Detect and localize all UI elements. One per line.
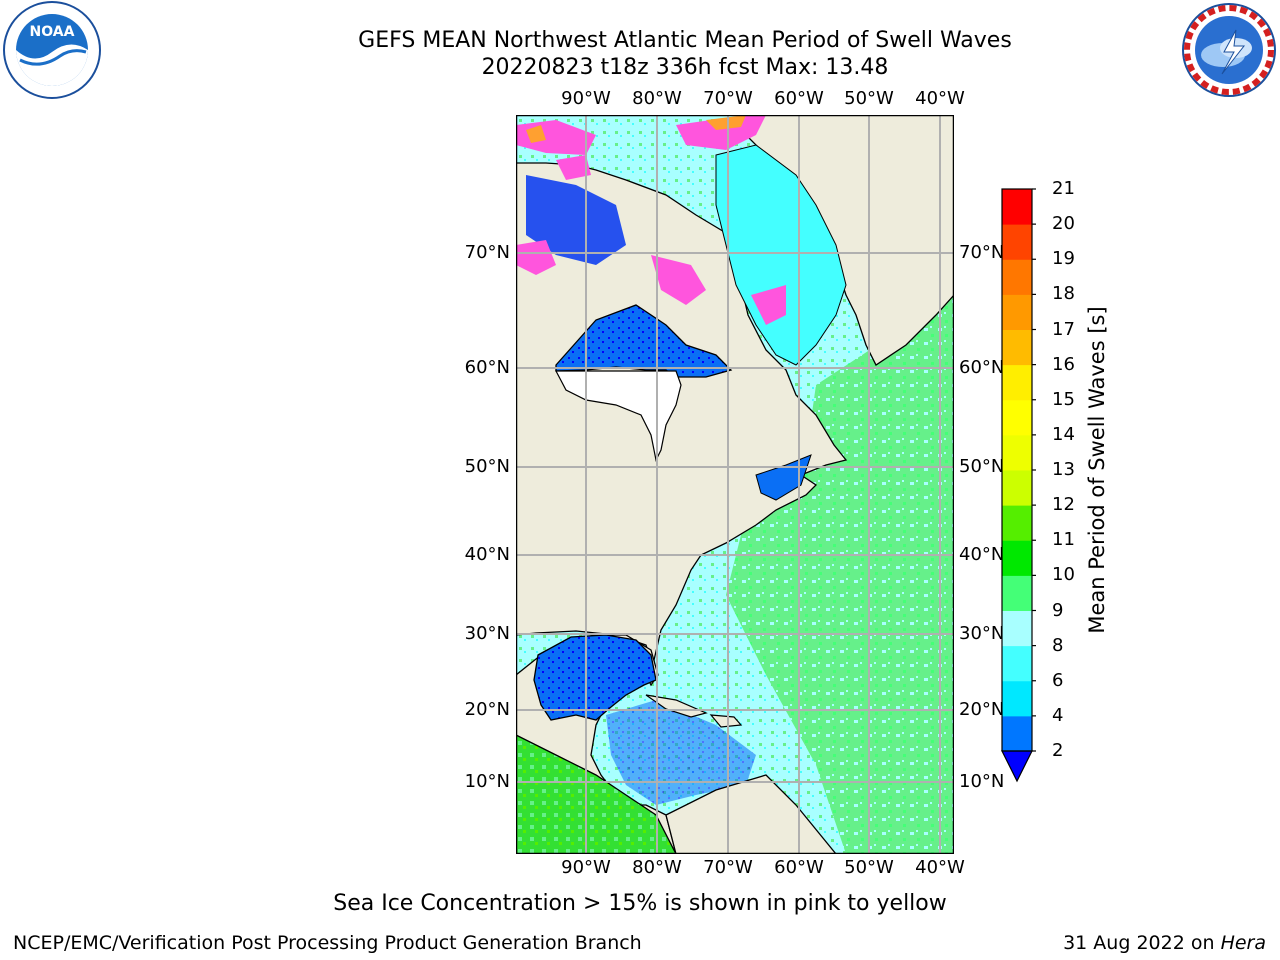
lon-label-bottom: 50°W <box>844 857 894 878</box>
colorbar-segment <box>1002 294 1032 330</box>
colorbar-segment <box>1002 505 1032 541</box>
sea-ice-note: Sea Ice Concentration > 15% is shown in … <box>333 891 947 916</box>
lat-label-right: 40°N <box>959 544 1005 565</box>
colorbar-segment <box>1002 259 1032 295</box>
cuba <box>645 694 708 718</box>
colorbar-tick-label: 16 <box>1052 353 1075 375</box>
colorbar-segment <box>1002 329 1032 366</box>
arctic-channels <box>526 175 626 265</box>
colorbar-tick-label: 8 <box>1052 634 1064 656</box>
colorbar-segment <box>1002 364 1032 401</box>
lat-label-left: 30°N <box>464 623 510 644</box>
colorbar-segment <box>1002 434 1032 471</box>
colorbar <box>1001 188 1036 783</box>
lon-label-bottom: 90°W <box>561 857 611 878</box>
hispaniola <box>709 714 743 728</box>
nws-logo <box>1178 0 1280 100</box>
lon-label-top: 70°W <box>703 88 753 109</box>
baffin-bay <box>715 144 847 366</box>
credit-text: NCEP/EMC/Verification Post Processing Pr… <box>13 932 642 954</box>
caribbean-sea <box>606 700 756 805</box>
lon-label-top: 50°W <box>844 88 894 109</box>
lat-label-right: 30°N <box>959 623 1005 644</box>
colorbar-tick-label: 6 <box>1052 669 1064 691</box>
colorbar-segment <box>1002 645 1032 682</box>
colorbar-tick-label: 14 <box>1052 423 1075 445</box>
colorbar-segment <box>1002 575 1032 611</box>
noaa-logo: NOAA <box>0 0 104 104</box>
colorbar-tick-label: 13 <box>1052 459 1075 480</box>
lat-label-left: 50°N <box>464 456 510 477</box>
colorbar-tick-label: 10 <box>1052 564 1075 586</box>
lon-label-top: 40°W <box>915 88 965 109</box>
lat-label-left: 60°N <box>464 357 510 378</box>
lon-label-top: 90°W <box>561 88 611 109</box>
colorbar-segment <box>1002 224 1032 260</box>
lat-label-right: 20°N <box>959 699 1005 720</box>
lat-label-left: 70°N <box>464 242 510 263</box>
colorbar-segment <box>1002 470 1032 506</box>
chart-title: GEFS MEAN Northwest Atlantic Mean Period… <box>358 28 1012 53</box>
colorbar-tick-label: 21 <box>1052 178 1075 199</box>
colorbar-segment <box>1002 540 1032 576</box>
colorbar-tick-label: 17 <box>1052 318 1075 340</box>
colorbar-segment <box>1002 399 1032 436</box>
lon-label-bottom: 80°W <box>632 857 682 878</box>
colorbar-tick-label: 11 <box>1052 529 1075 551</box>
colorbar-tick-label: 2 <box>1052 740 1064 761</box>
lat-label-right: 70°N <box>959 242 1005 263</box>
noaa-logo-text: NOAA <box>30 24 75 40</box>
lat-label-left: 10°N <box>464 771 510 792</box>
lon-label-bottom: 70°W <box>703 857 753 878</box>
lat-label-left: 40°N <box>464 544 510 565</box>
lat-label-right: 10°N <box>959 771 1005 792</box>
graticule <box>516 115 954 854</box>
colorbar-under-triangle <box>1001 750 1033 783</box>
colorbar-tick-label: 19 <box>1052 248 1075 270</box>
colorbar-tick-label: 12 <box>1052 494 1075 516</box>
swell-period-map <box>516 115 954 854</box>
chart-subtitle: 20220823 t18z 336h fcst Max: 13.48 <box>481 55 889 80</box>
sea-ice-patches <box>516 115 786 325</box>
colorbar-segment <box>1002 715 1032 752</box>
lat-label-left: 20°N <box>464 699 510 720</box>
colorbar-tick-label: 15 <box>1052 388 1075 410</box>
lat-label-right: 60°N <box>959 357 1005 378</box>
colorbar-tick-label: 20 <box>1052 213 1075 235</box>
lon-label-top: 80°W <box>632 88 682 109</box>
colorbar-tick-label: 18 <box>1052 283 1075 305</box>
colorbar-segment <box>1002 680 1032 717</box>
colorbar-tick-label: 4 <box>1052 704 1064 726</box>
lon-label-bottom: 40°W <box>915 857 965 878</box>
south-america-coast <box>665 774 837 854</box>
date-stamp: 31 Aug 2022 on Hera <box>1063 932 1266 954</box>
open-ocean-green <box>726 295 954 854</box>
south-america-land <box>516 734 677 854</box>
colorbar-tick-label: 9 <box>1052 599 1064 621</box>
colorbar-label: Mean Period of Swell Waves [s] <box>1085 306 1109 634</box>
colorbar-segment <box>1002 189 1032 225</box>
lat-label-right: 50°N <box>959 456 1005 477</box>
colorbar-segment <box>1002 610 1032 647</box>
date-text: 31 Aug 2022 on <box>1063 932 1221 954</box>
host-name: Hera <box>1220 932 1266 954</box>
lon-label-top: 60°W <box>774 88 824 109</box>
lon-label-bottom: 60°W <box>774 857 824 878</box>
